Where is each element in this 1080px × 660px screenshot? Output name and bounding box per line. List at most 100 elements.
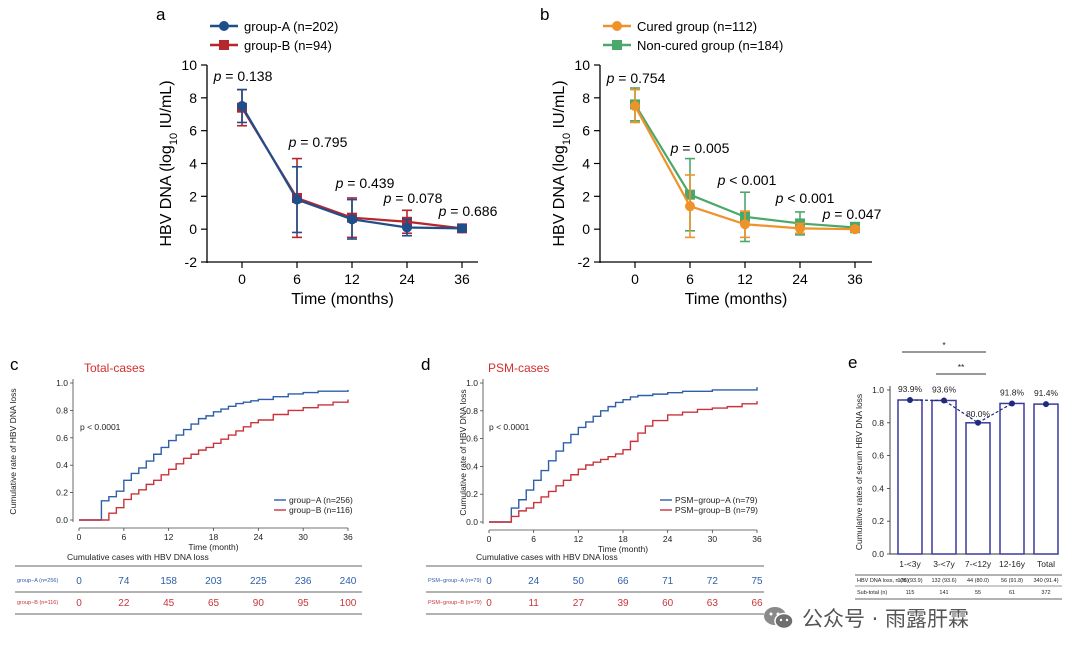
x-tick-label: 36 [847, 271, 863, 287]
km-y-tick-label: 0.2 [56, 488, 68, 498]
risk-cell: 50 [573, 576, 585, 587]
p-value-label: p = 0.138 [213, 68, 273, 84]
risk-cell: 0 [76, 598, 82, 609]
risk-cell: 158 [160, 576, 177, 587]
panel-letter-a: a [156, 5, 166, 24]
km-curve [489, 401, 758, 523]
x-axis-title: Time (months) [291, 291, 394, 308]
x-tick-label: 24 [792, 271, 808, 287]
km-curve [79, 389, 349, 521]
data-point [457, 223, 467, 234]
table-cell: 340 (91.4) [1033, 578, 1058, 584]
risk-row-label: PSM−group−A (n=79) [428, 578, 482, 584]
p-value-label: p = 0.047 [822, 206, 882, 222]
legend-marker [612, 21, 622, 31]
bar-value-label: 93.9% [898, 384, 923, 394]
bar [999, 402, 1025, 555]
p-value-label: p = 0.005 [670, 140, 730, 156]
risk-cell: 39 [617, 598, 629, 609]
x-axis-title: Time (months) [685, 291, 788, 308]
bar-value-label: 91.4% [1034, 388, 1059, 398]
km-curve [79, 399, 349, 521]
km-y-tick-label: 0.6 [56, 433, 68, 443]
y-tick-label: 10 [574, 57, 590, 73]
km-x-tick-label: 24 [254, 532, 264, 542]
legend-label: group-A (n=202) [244, 19, 338, 34]
risk-cell: 75 [751, 576, 763, 587]
p-value-label: p = 0.439 [335, 175, 395, 191]
km-y-tick-label: 0.2 [466, 489, 478, 499]
p-value-label: p = 0.754 [606, 70, 666, 86]
bar-y-tick-label: 0.2 [872, 516, 884, 526]
data-point [347, 214, 357, 225]
km-x-tick-label: 30 [298, 532, 308, 542]
bar-y-tick-label: 1.0 [872, 385, 884, 395]
legend-marker [219, 40, 229, 50]
km-x-tick-label: 18 [209, 532, 219, 542]
km-y-tick-label: 1.0 [56, 378, 68, 388]
wechat-icon [762, 604, 796, 632]
legend-marker [219, 21, 229, 31]
data-point [292, 194, 302, 205]
km-legend-label: group−A (n=256) [289, 495, 353, 505]
risk-cell: 240 [340, 576, 357, 587]
km-pvalue: p < 0.0001 [80, 422, 121, 432]
km-y-tick-label: 0.8 [466, 406, 478, 416]
risk-cell: 71 [662, 576, 674, 587]
risk-cell: 65 [208, 598, 220, 609]
risk-cell: 203 [205, 576, 222, 587]
table-cell: 372 [1041, 590, 1050, 596]
table-row-label: HBV DNA loss, n (%) [857, 578, 909, 584]
km-y-tick-label: 1.0 [466, 378, 478, 388]
data-point [402, 222, 412, 233]
bar-y-tick-label: 0.4 [872, 483, 884, 493]
y-axis-title: HBV DNA (log10 IU/mL) [551, 80, 573, 246]
bar [965, 422, 991, 555]
km-x-axis-title: Time (month) [188, 542, 238, 552]
km-legend-label: PSM−group−B (n=79) [675, 505, 758, 515]
y-tick-label: 4 [189, 156, 197, 172]
data-point [795, 223, 805, 234]
table-cell: 61 [1009, 590, 1015, 596]
km-subtitle: Total-cases [84, 361, 145, 375]
panel-letter-e: e [848, 353, 857, 372]
table-cell: 55 [975, 590, 981, 596]
risk-cell: 72 [707, 576, 719, 587]
x-tick-label: 0 [238, 271, 246, 287]
bar-value-label: 93.6% [932, 384, 957, 394]
y-tick-label: -2 [578, 254, 591, 270]
y-tick-label: 10 [181, 57, 197, 73]
p-value-label: p < 0.001 [775, 190, 835, 206]
table-row-label: Sub-total (n) [857, 590, 887, 596]
table-cell: 44 (80.0) [967, 578, 989, 584]
p-value-label: p = 0.795 [288, 134, 348, 150]
y-tick-label: 0 [189, 221, 197, 237]
x-tick-label: 24 [399, 271, 415, 287]
panel-letter-b: b [540, 5, 549, 24]
km-subtitle: PSM-cases [488, 361, 549, 375]
km-x-tick-label: 0 [77, 532, 82, 542]
bar-y-axis-title: Cumulative rates of serum HBV DNA loss [854, 394, 864, 550]
km-legend-label: PSM−group−A (n=79) [675, 495, 758, 505]
legend-label: group-B (n=94) [244, 38, 332, 53]
risk-row-label: PSM−group−B (n=79) [428, 600, 482, 606]
bar-dot [907, 397, 913, 404]
km-y-tick-label: 0.4 [56, 460, 68, 470]
risk-cell: 0 [486, 598, 492, 609]
data-point [740, 219, 750, 230]
km-x-tick-label: 24 [663, 534, 673, 544]
bar-dot [975, 419, 981, 426]
risk-cell: 66 [751, 598, 763, 609]
data-point [685, 201, 695, 212]
km-y-tick-label: 0.8 [56, 405, 68, 415]
bar-dot [1009, 400, 1015, 407]
legend-marker [612, 40, 622, 50]
risk-cell: 0 [76, 576, 82, 587]
table-cell: 108 (93.9) [897, 578, 922, 584]
bar-y-tick-label: 0.6 [872, 451, 884, 461]
bar-category-label: 3-<7y [933, 559, 955, 569]
p-value-label: p = 0.686 [438, 203, 498, 219]
x-tick-label: 36 [454, 271, 470, 287]
km-y-tick-label: 0.0 [56, 515, 68, 525]
km-y-axis-title: Cumulative rate of HBV DNA loss [8, 388, 18, 514]
